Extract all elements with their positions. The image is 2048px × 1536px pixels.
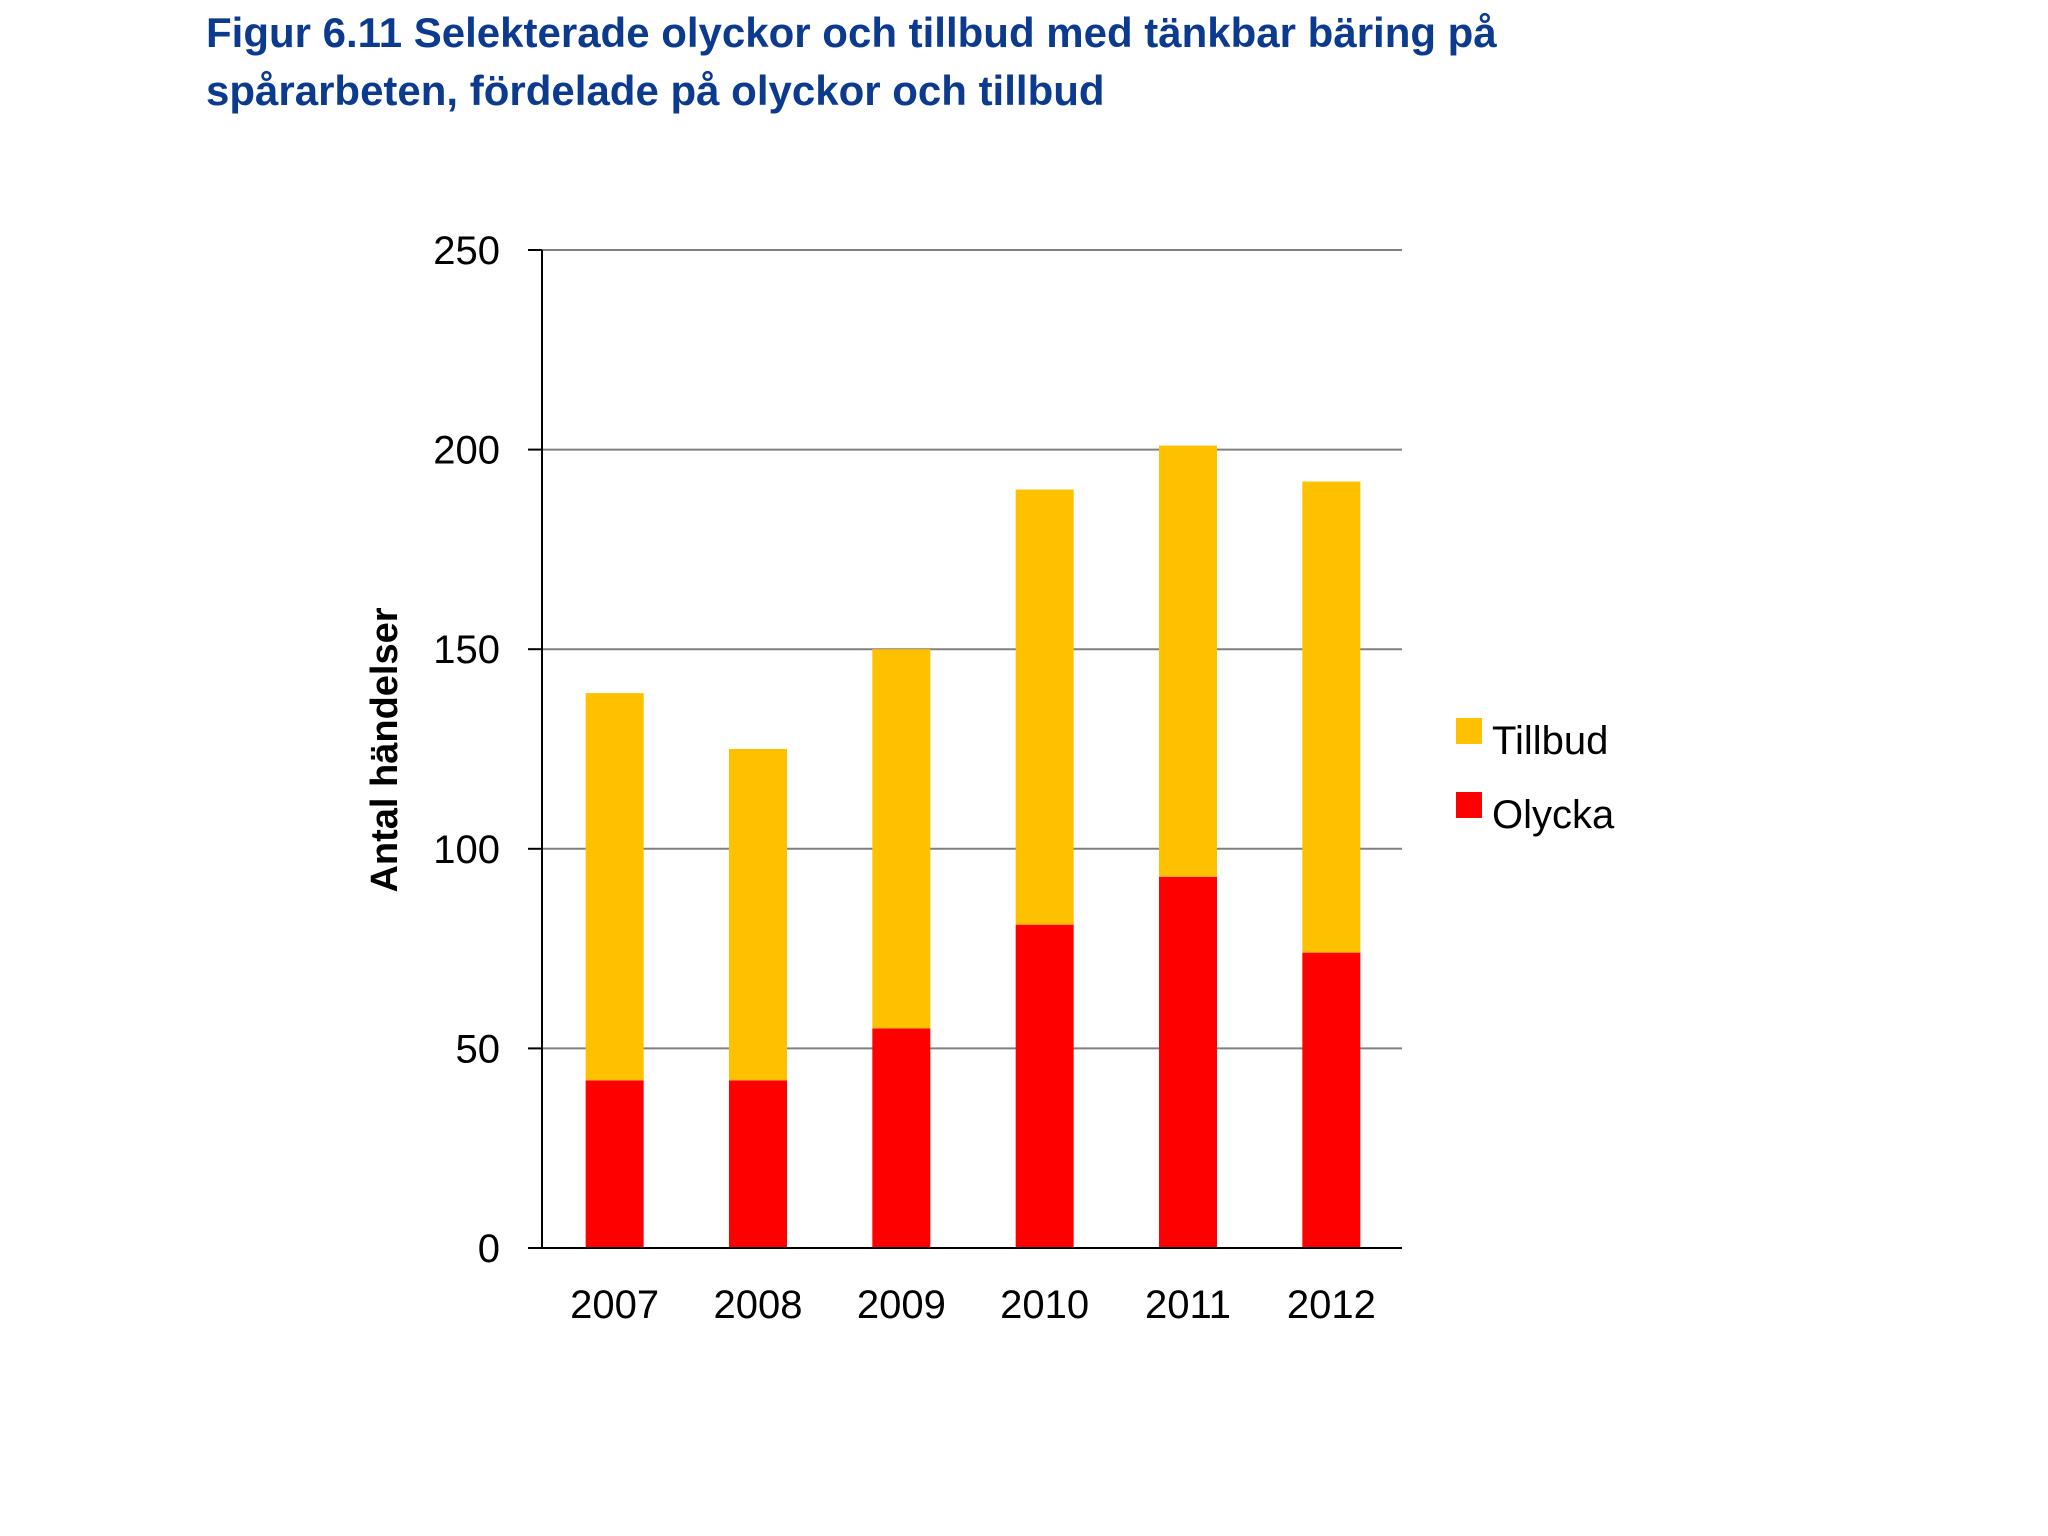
x-tick-label-2011: 2011 (1145, 1283, 1231, 1327)
y-tick-label-50: 50 (456, 1027, 501, 1071)
y-tick-label-0: 0 (478, 1227, 500, 1271)
figure-title-line-2: spårarbeten, fördelade på olyckor och ti… (206, 67, 1105, 114)
bar-tillbud-2011 (1159, 445, 1217, 877)
y-axis-title: Antal händelser (364, 607, 406, 892)
legend-label-tillbud: Tillbud (1492, 719, 1608, 763)
bar-tillbud-2007 (585, 693, 644, 1081)
figure-title: Figur 6.11 Selekterade olyckor och tillb… (206, 4, 1906, 120)
bar-tillbud-2008 (729, 749, 787, 1081)
bar-olycka-2008 (729, 1080, 787, 1248)
bar-olycka-2011 (1159, 876, 1217, 1248)
x-category-labels: 2007 2008 2009 2010 2011 2012 (570, 1283, 1376, 1327)
y-tick-label-100: 100 (433, 828, 500, 872)
bar-tillbud-2012 (1302, 481, 1361, 953)
x-tick-label-2010: 2010 (1000, 1283, 1089, 1327)
x-tick-label-2008: 2008 (714, 1283, 803, 1327)
legend: Tillbud Olycka (1456, 718, 1615, 837)
legend-swatch-olycka (1456, 792, 1482, 818)
axes (528, 249, 1402, 1249)
legend-label-olycka: Olycka (1492, 793, 1615, 837)
y-tick-label-250: 250 (433, 229, 500, 273)
y-tick-label-150: 150 (433, 628, 500, 672)
bar-olycka-2009 (872, 1028, 931, 1248)
bar-tillbud-2010 (1015, 489, 1074, 925)
figure-title-line-1: Figur 6.11 Selekterade olyckor och tillb… (206, 9, 1497, 56)
bar-tillbud-2009 (872, 649, 931, 1029)
gridlines (542, 249, 1402, 1050)
bar-olycka-2010 (1015, 924, 1074, 1248)
bar-olycka-2012 (1302, 952, 1361, 1248)
x-tick-label-2012: 2012 (1287, 1283, 1376, 1327)
y-tick-labels: 0 50 100 150 200 250 (433, 229, 500, 1271)
bars (585, 445, 1361, 1248)
legend-swatch-tillbud (1456, 718, 1482, 744)
y-tick-label-200: 200 (433, 429, 500, 473)
x-tick-label-2009: 2009 (857, 1283, 946, 1327)
bar-olycka-2007 (585, 1080, 644, 1248)
x-tick-label-2007: 2007 (570, 1283, 659, 1327)
